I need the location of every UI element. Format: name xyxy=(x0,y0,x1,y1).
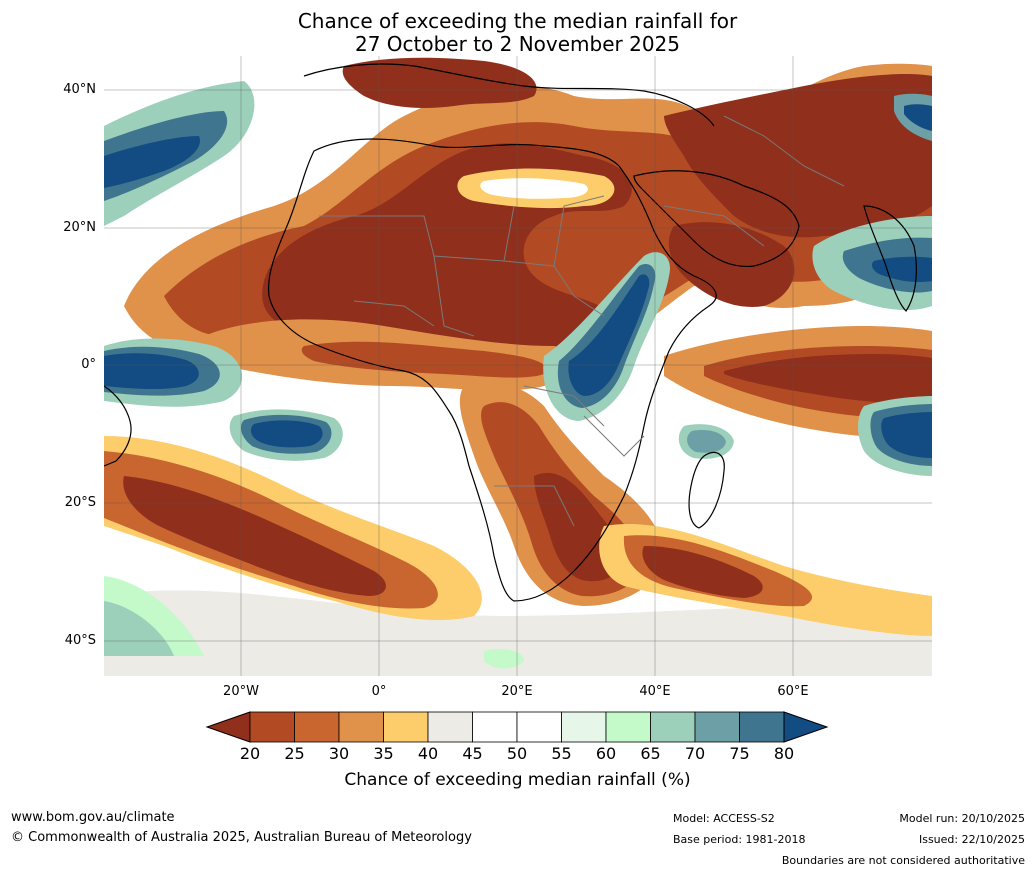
coastlines xyxy=(104,63,917,602)
wet-east-africa xyxy=(543,252,670,421)
lon-tick-0: 0° xyxy=(371,684,387,699)
colorbar: 20 25 30 35 40 45 50 55 60 65 70 75 80 xyxy=(205,711,829,763)
colorbar-segment xyxy=(694,711,740,743)
title-line-2: 27 October to 2 November 2025 xyxy=(354,32,681,56)
graticule xyxy=(104,56,932,676)
colorbar-tick-label: 40 xyxy=(418,744,438,763)
colorbar-segment xyxy=(383,711,429,743)
colorbar-arrow-low xyxy=(205,711,251,743)
lon-tick-20w: 20°W xyxy=(223,684,259,699)
neutral-patches xyxy=(104,590,932,676)
lat-tick-20n: 20°N xyxy=(63,220,96,235)
wet-arabian-sea xyxy=(812,216,932,311)
footer-model-run: Model run: 20/10/2025 xyxy=(899,812,1025,825)
dry-south-atlantic xyxy=(104,436,482,621)
colorbar-segment xyxy=(561,711,607,743)
colorbar-tick-label: 50 xyxy=(507,744,527,763)
colorbar-tick-label: 30 xyxy=(329,744,349,763)
lat-tick-20s: 20°S xyxy=(64,495,96,510)
colorbar-segment xyxy=(427,711,473,743)
wet-south-atlantic-pool xyxy=(229,409,343,461)
colorbar-tick-label: 80 xyxy=(774,744,794,763)
wet-nw-atlantic xyxy=(104,81,255,226)
footer-disclaimer: Boundaries are not considered authoritat… xyxy=(781,854,1025,867)
colorbar-segment xyxy=(249,711,295,743)
footer-model: Model: ACCESS-S2 xyxy=(673,812,775,825)
footer-copyright: © Commonwealth of Australia 2025, Austra… xyxy=(11,830,472,845)
dry-equatorial xyxy=(202,319,573,391)
colorbar-segment xyxy=(605,711,651,743)
wet-se-indian xyxy=(858,396,932,476)
lon-tick-60e: 60°E xyxy=(777,684,809,699)
sahara-white xyxy=(480,178,588,199)
colorbar-segment xyxy=(338,711,384,743)
colorbar-segment xyxy=(472,711,518,743)
colorbar-label: Chance of exceeding median rainfall (%) xyxy=(344,770,691,790)
colorbar-tick-label: 20 xyxy=(240,744,260,763)
lon-tick-40e: 40°E xyxy=(639,684,671,699)
colorbar-tick-label: 45 xyxy=(462,744,482,763)
colorbar-segment xyxy=(650,711,696,743)
title-line-1: Chance of exceeding the median rainfall … xyxy=(297,9,738,33)
colorbar-segment xyxy=(739,711,785,743)
colorbar-tick-label: 35 xyxy=(373,744,393,763)
lat-tick-40s: 40°S xyxy=(64,633,96,648)
wet-madagascar-area xyxy=(678,424,734,459)
lat-tick-0: 0° xyxy=(81,357,96,372)
colorbar-tick-label: 75 xyxy=(729,744,749,763)
colorbar-segment xyxy=(294,711,340,743)
colorbar-tick-label: 55 xyxy=(551,744,571,763)
wet-ne xyxy=(894,93,932,141)
borders xyxy=(319,115,845,527)
colorbar-tick-label: 65 xyxy=(640,744,660,763)
colorbar-tick-label: 70 xyxy=(685,744,705,763)
colorbar-tick-label: 60 xyxy=(596,744,616,763)
footer-issued: Issued: 22/10/2025 xyxy=(918,833,1025,846)
lon-tick-20e: 20°E xyxy=(501,684,533,699)
wet-far-south xyxy=(104,576,524,669)
wet-equatorial-atlantic xyxy=(104,338,243,407)
footer-base-period: Base period: 1981-2018 xyxy=(673,833,806,846)
colorbar-segment xyxy=(516,711,562,743)
colorbar-arrow-high xyxy=(783,711,829,743)
lat-tick-40n: 40°N xyxy=(63,82,96,97)
chart-title: Chance of exceeding the median rainfall … xyxy=(0,10,1035,56)
dry-south-indian xyxy=(599,524,932,636)
rainfall-map xyxy=(104,56,932,676)
colorbar-tick-label: 25 xyxy=(284,744,304,763)
footer-website: www.bom.gov.au/climate xyxy=(11,810,175,825)
